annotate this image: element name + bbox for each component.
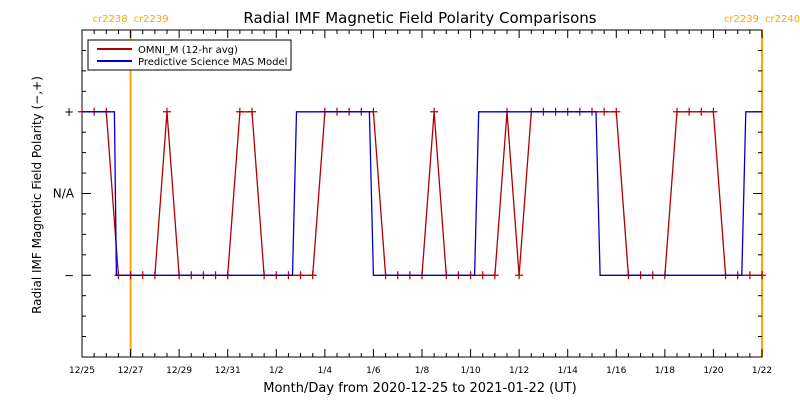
series-point-0 — [296, 271, 305, 280]
series-point-0 — [430, 107, 439, 116]
x-tick-label: 1/16 — [606, 366, 626, 376]
carrington-marker-label-left: cr2239 — [724, 14, 759, 25]
series-point-0 — [248, 107, 256, 116]
chart-title: Radial IMF Magnetic Field Polarity Compa… — [243, 9, 596, 27]
legend-label: Predictive Science MAS Model — [138, 57, 287, 68]
series-point-0 — [612, 107, 621, 116]
legend-box — [87, 39, 292, 71]
axis-ticks: 12/25 12/27 12/29 12/31 1/2 1/4 1/6 1/8 1/10 1/12… — [53, 29, 772, 376]
y-axis-label: Radial IMF Magnetic Field Polarity (−,+) — [30, 76, 44, 314]
series-point-0 — [515, 271, 524, 280]
x-tick-label: 1/6 — [366, 366, 381, 376]
carrington-marker-label-left: cr2238 — [93, 14, 128, 25]
x-tick-label: 1/20 — [703, 366, 723, 376]
series-point-0 — [490, 271, 499, 280]
series-point-0 — [673, 107, 681, 116]
y-tick-label: + — [64, 105, 74, 119]
x-tick-label: 1/14 — [558, 366, 578, 376]
x-tick-label: 1/12 — [509, 366, 529, 376]
x-tick-label: 1/8 — [415, 366, 430, 376]
carrington-marker-label-right: cr2239 — [134, 14, 169, 25]
x-tick-label: 1/22 — [752, 366, 772, 376]
x-axis-label: Month/Day from 2020-12-25 to 2021-01-22 … — [263, 381, 576, 396]
x-tick-label: 12/31 — [215, 366, 241, 376]
carrington-marker-label-right: cr2240 — [765, 14, 800, 25]
series-point-0 — [600, 107, 609, 116]
x-tick-label: 1/2 — [269, 366, 283, 376]
x-tick-label: 12/27 — [118, 366, 144, 376]
x-tick-label: 12/29 — [166, 366, 192, 376]
series-point-0 — [745, 271, 754, 280]
x-tick-label: 1/18 — [655, 366, 675, 376]
y-tick-label: N/A — [53, 187, 75, 201]
series-point-0 — [163, 107, 171, 116]
series-point-0 — [308, 271, 317, 280]
series-point-0 — [478, 271, 487, 280]
series-point-0 — [369, 107, 378, 116]
x-tick-label: 1/4 — [318, 366, 333, 376]
y-tick-label: − — [64, 268, 74, 282]
series-point-0 — [697, 107, 706, 116]
series-layer — [78, 107, 766, 280]
legend-label: OMNI_M (12-hr avg) — [138, 45, 238, 56]
series-point-0 — [235, 107, 244, 116]
series-line-1 — [82, 111, 762, 276]
series-point-0 — [758, 271, 766, 280]
series-point-0 — [709, 107, 718, 116]
series-point-0 — [685, 107, 694, 116]
x-tick-label: 1/10 — [460, 366, 480, 376]
legend: OMNI_M (12-hr avg)Predictive Science MAS… — [87, 39, 292, 71]
x-tick-label: 12/25 — [69, 366, 95, 376]
